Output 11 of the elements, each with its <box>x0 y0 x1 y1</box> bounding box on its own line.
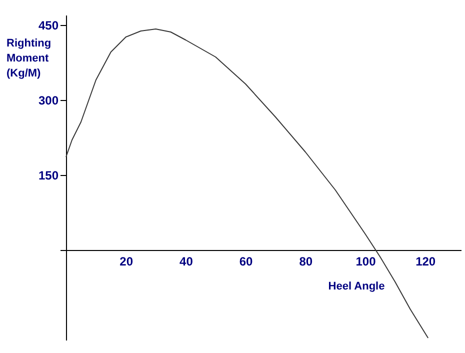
x-tick-label: 100 <box>356 254 376 268</box>
x-axis-title: Heel Angle <box>328 280 385 292</box>
y-axis-title: Righting Moment (Kg/M) <box>6 38 52 80</box>
x-tick-label: 80 <box>299 254 313 268</box>
y-tick-label: 300 <box>38 94 59 108</box>
y-tick-label: 450 <box>38 18 59 32</box>
x-tick-label: 20 <box>120 254 134 268</box>
x-tick-label: 60 <box>239 254 254 268</box>
x-tick-label: 40 <box>180 254 194 268</box>
x-tick-label: 120 <box>416 254 436 268</box>
y-tick-label: 150 <box>38 168 59 182</box>
